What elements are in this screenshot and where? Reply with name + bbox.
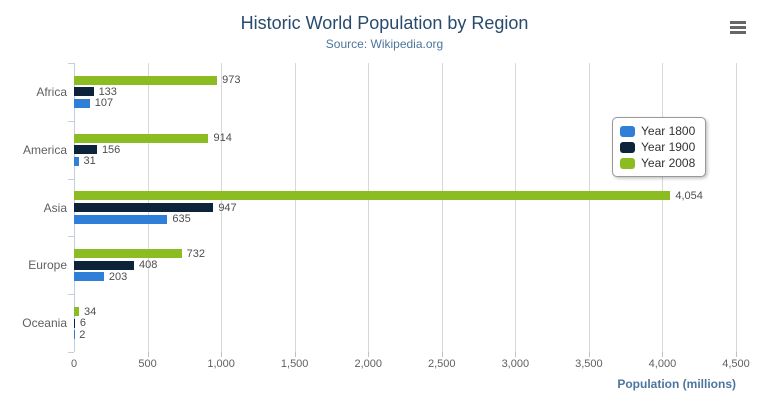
x-axis-tick-label: 3,000 <box>501 358 530 370</box>
bar-asia-year-1800[interactable] <box>74 214 168 224</box>
legend-label: Year 1800 <box>641 124 696 138</box>
gridline <box>221 63 223 352</box>
gridline <box>515 63 517 352</box>
x-axis-tick-label: 1,000 <box>207 358 235 370</box>
hamburger-bar <box>730 26 746 29</box>
y-axis-tick <box>68 178 74 180</box>
y-axis-tick <box>68 236 74 238</box>
legend: Year 1800 Year 1900 Year 2008 <box>612 117 707 177</box>
bar-america-year-1900[interactable] <box>74 145 97 155</box>
data-label: 973 <box>222 74 241 87</box>
hamburger-menu-icon[interactable] <box>730 21 747 34</box>
data-label: 732 <box>186 247 206 260</box>
bar-oceania-year-2008[interactable] <box>74 307 79 317</box>
legend-item-year-1800[interactable]: Year 1800 <box>620 123 695 139</box>
category-label-africa: Africa <box>36 84 67 99</box>
chart-title: Historic World Population by Region <box>240 13 529 33</box>
bar-oceania-year-1800[interactable] <box>74 330 75 340</box>
y-axis-tick <box>68 294 74 296</box>
x-axis-tick-label: 2,000 <box>354 358 382 370</box>
category-label-oceania: Oceania <box>22 316 67 331</box>
x-axis-tick-label: 1,500 <box>280 358 309 370</box>
data-label: 947 <box>218 201 237 214</box>
legend-swatch-icon <box>620 125 635 137</box>
bar-africa-year-2008[interactable] <box>74 75 218 85</box>
x-axis-tick-label: 4,500 <box>722 358 750 370</box>
data-label: 4,054 <box>675 189 703 202</box>
bar-europe-year-1900[interactable] <box>74 260 135 270</box>
bar-asia-year-1900[interactable] <box>74 203 214 212</box>
y-axis-tick <box>68 63 74 64</box>
legend-label: Year 2008 <box>641 156 696 170</box>
gridline <box>294 63 296 352</box>
data-label: 133 <box>98 85 117 98</box>
hamburger-bar <box>730 21 746 24</box>
x-axis-tick <box>441 352 443 357</box>
x-axis-tick <box>221 352 223 357</box>
legend-label: Year 1900 <box>641 140 696 154</box>
data-label: 31 <box>83 155 96 168</box>
hamburger-bar <box>730 31 746 34</box>
y-axis-tick <box>68 120 74 122</box>
x-axis-tick-label: 2,500 <box>428 358 456 370</box>
gridline <box>662 63 664 352</box>
category-label-asia: Asia <box>43 200 67 215</box>
chart-subtitle: Source: Wikipedia.org <box>325 37 444 51</box>
bar-europe-year-1800[interactable] <box>74 272 104 282</box>
data-label: 635 <box>172 213 191 226</box>
legend-swatch-icon <box>620 157 635 169</box>
data-label: 6 <box>79 317 86 330</box>
x-axis-tick <box>515 352 517 357</box>
x-axis-tick <box>736 352 737 357</box>
data-label: 156 <box>101 143 121 156</box>
x-axis-tick <box>662 352 664 357</box>
legend-swatch-icon <box>620 141 635 153</box>
data-label: 914 <box>213 132 232 145</box>
x-axis-tick <box>294 352 296 357</box>
x-axis-tick <box>147 352 149 357</box>
data-label: 408 <box>139 259 158 272</box>
gridline <box>736 63 737 352</box>
data-label: 2 <box>79 328 86 341</box>
x-axis-tick <box>368 352 370 357</box>
legend-item-year-2008[interactable]: Year 2008 <box>620 155 695 171</box>
y-axis-tick <box>68 352 74 353</box>
category-label-europe: Europe <box>28 258 67 273</box>
x-axis-tick-label: 4,000 <box>648 358 677 370</box>
data-label: 203 <box>108 270 128 283</box>
gridline <box>441 63 443 352</box>
x-axis-tick-label: 500 <box>138 358 157 370</box>
data-label: 34 <box>84 305 97 318</box>
bar-europe-year-2008[interactable] <box>74 249 182 259</box>
category-label-america: America <box>22 142 67 157</box>
x-axis-tick-label: 0 <box>70 358 78 370</box>
x-axis-tick <box>588 352 590 357</box>
x-axis-tick-label: 3,500 <box>575 358 603 370</box>
gridline <box>368 63 370 352</box>
bar-africa-year-1900[interactable] <box>74 87 94 97</box>
bar-america-year-1800[interactable] <box>74 156 79 166</box>
legend-item-year-1900[interactable]: Year 1900 <box>620 139 695 155</box>
bar-america-year-2008[interactable] <box>74 133 209 143</box>
bar-oceania-year-1900[interactable] <box>74 318 75 328</box>
x-axis-title: Population (millions) <box>617 377 736 391</box>
bar-asia-year-2008[interactable] <box>74 191 671 201</box>
bar-africa-year-1800[interactable] <box>74 98 90 108</box>
gridline <box>588 63 590 352</box>
data-label: 107 <box>94 97 114 110</box>
